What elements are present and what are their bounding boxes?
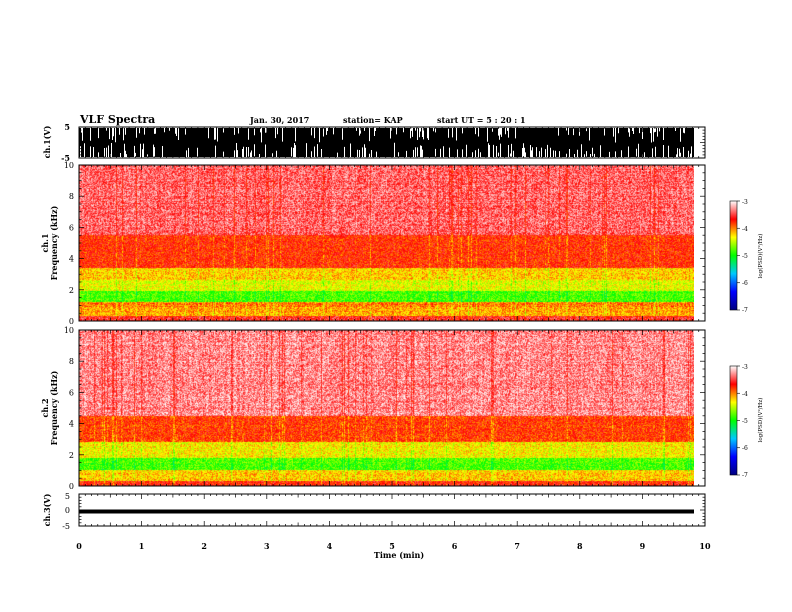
- ch2-spectrogram-ticks: [78, 329, 706, 487]
- ch2-cbar-tick-m7: -7: [742, 472, 748, 479]
- ch2-spectrogram-image: [79, 330, 694, 486]
- ch1-spectrogram-panel: 0 2 4 6 8 10 ch.1 Frequency (kHz): [40, 161, 706, 326]
- ch1-waveform-ticks: [78, 126, 706, 159]
- ch3-ylabel: ch.3(V): [42, 493, 52, 526]
- x-axis-label: Time (min): [374, 550, 424, 560]
- ch1-spec-ylabel-channel: ch.1: [40, 233, 50, 252]
- ch2-colorbar: -3 -4 -5 -6 -7 log(PSD)(V²/Hz): [729, 364, 764, 479]
- xtick-2: 2: [201, 541, 207, 551]
- ch1-colorbar: -3 -4 -5 -6 -7 log(PSD)(V²/Hz): [729, 199, 764, 314]
- ch2-cbar-tick-m4: -4: [742, 391, 748, 398]
- xtick-7: 7: [514, 541, 520, 551]
- ch2-spec-ytick-4: 4: [69, 420, 74, 429]
- ch2-colorbar-gradient: [729, 365, 738, 476]
- figure-title: VLF Spectra: [79, 113, 155, 126]
- ch2-spec-ytick-6: 6: [69, 388, 74, 397]
- ch2-spectrogram-ytick-labels: 0 2 4 6 8 10: [64, 326, 74, 491]
- ch1-spec-ytick-8: 8: [69, 192, 74, 201]
- ch1-ylabel: ch.1(V): [42, 125, 52, 158]
- ch1-cbar-tick-m5: -5: [742, 253, 748, 260]
- ch1-spec-ytick-10: 10: [64, 161, 74, 170]
- ch1-cbar-tick-m7: -7: [742, 307, 748, 314]
- date-label: Jan. 30, 2017: [249, 115, 309, 125]
- xtick-1: 1: [139, 541, 145, 551]
- ch2-spec-ytick-2: 2: [69, 451, 74, 460]
- ch1-ytick-5: 5: [64, 122, 70, 132]
- ch1-colorbar-label: log(PSD)(V²/Hz): [757, 234, 764, 279]
- xtick-6: 6: [452, 541, 458, 551]
- ch1-spectrogram-image: [79, 165, 694, 321]
- ch2-spectrogram-panel: 0 2 4 6 8 10 ch.2 Frequency (kHz): [40, 326, 706, 491]
- ch3-waveform-panel: 5 0 -5 ch.3(V): [42, 492, 706, 531]
- ch1-ytick-minus5: -5: [61, 153, 70, 163]
- xtick-4: 4: [327, 541, 333, 551]
- ch2-spec-ytick-0: 0: [69, 482, 74, 491]
- ch1-colorbar-gradient: [729, 200, 738, 311]
- ch2-colorbar-ticks: [737, 365, 740, 476]
- ch1-spec-ytick-0: 0: [69, 317, 74, 326]
- ch1-spectrogram-ticks: [78, 164, 706, 322]
- ch2-cbar-tick-m6: -6: [742, 445, 748, 452]
- ch2-spec-ytick-8: 8: [69, 357, 74, 366]
- ch2-spec-ylabel-frequency: Frequency (kHz): [49, 370, 59, 445]
- ch1-waveform-path: [79, 128, 694, 157]
- ch2-spec-ytick-10: 10: [64, 326, 74, 335]
- ch3-ytick-minus5: -5: [62, 522, 70, 531]
- ch3-waveform-trace: [79, 509, 694, 514]
- xtick-10: 10: [699, 541, 711, 551]
- xtick-5: 5: [389, 541, 395, 551]
- xtick-0: 0: [76, 541, 82, 551]
- ch1-spec-ytick-4: 4: [69, 255, 74, 264]
- xtick-8: 8: [577, 541, 583, 551]
- start-time-label: start UT = 5 : 20 : 1: [437, 115, 526, 125]
- ch1-waveform-panel: 5 -5 ch.1(V): [42, 122, 706, 163]
- ch1-spec-ylabel-frequency: Frequency (kHz): [49, 205, 59, 280]
- ch1-spectrogram-ytick-labels: 0 2 4 6 8 10: [64, 161, 74, 326]
- ch1-cbar-tick-m3: -3: [742, 199, 748, 206]
- time-axis-tick-labels: 0 1 2 3 4 5 6 7 8 9 10: [76, 541, 711, 551]
- ch1-cbar-tick-m4: -4: [742, 226, 748, 233]
- ch2-cbar-tick-m3: -3: [742, 364, 748, 371]
- ch1-spec-ytick-2: 2: [69, 286, 74, 295]
- xtick-3: 3: [264, 541, 270, 551]
- ch2-spec-ylabel-channel: ch.2: [40, 398, 50, 417]
- ch3-ytick-5: 5: [65, 492, 70, 501]
- ch2-cbar-tick-m5: -5: [742, 418, 748, 425]
- xtick-9: 9: [640, 541, 646, 551]
- ch1-waveform-trace: [79, 128, 694, 157]
- station-label: station= KAP: [343, 115, 403, 125]
- ch3-ytick-0: 0: [65, 506, 70, 515]
- ch1-cbar-tick-m6: -6: [742, 280, 748, 287]
- ch3-waveform-ticks: [78, 493, 706, 527]
- ch2-colorbar-label: log(PSD)(V²/Hz): [757, 398, 764, 443]
- ch1-colorbar-ticks: [737, 200, 740, 311]
- ch1-spec-ytick-6: 6: [69, 223, 74, 232]
